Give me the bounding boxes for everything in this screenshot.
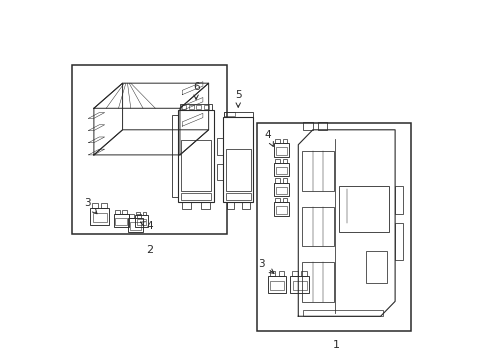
- Text: 5: 5: [234, 90, 241, 107]
- Bar: [204, 105, 209, 109]
- Bar: [273, 163, 288, 176]
- Bar: [282, 179, 286, 183]
- Bar: [201, 202, 210, 210]
- Text: 4: 4: [264, 130, 273, 147]
- Bar: [115, 210, 120, 214]
- Bar: [226, 202, 234, 209]
- Bar: [301, 271, 306, 276]
- Bar: [269, 281, 284, 291]
- Bar: [275, 167, 286, 174]
- Bar: [275, 198, 279, 202]
- Bar: [115, 218, 126, 225]
- Bar: [137, 214, 141, 219]
- Bar: [301, 151, 333, 191]
- Bar: [180, 104, 212, 110]
- Bar: [136, 219, 146, 225]
- Bar: [292, 281, 306, 291]
- Bar: [142, 212, 146, 215]
- Bar: [224, 112, 235, 116]
- Bar: [290, 276, 308, 293]
- Bar: [275, 206, 286, 214]
- Bar: [113, 214, 128, 227]
- Bar: [223, 117, 253, 202]
- Bar: [282, 139, 286, 143]
- Bar: [129, 222, 141, 230]
- Bar: [92, 213, 106, 222]
- Bar: [180, 105, 185, 109]
- Bar: [282, 198, 286, 202]
- Bar: [182, 202, 190, 210]
- Bar: [178, 110, 214, 202]
- Bar: [135, 215, 148, 226]
- Bar: [136, 212, 140, 215]
- Bar: [267, 276, 286, 293]
- Bar: [171, 114, 178, 197]
- Bar: [181, 193, 211, 200]
- Bar: [225, 149, 250, 191]
- Bar: [101, 203, 106, 208]
- Bar: [275, 159, 279, 163]
- Bar: [301, 262, 333, 302]
- Bar: [257, 123, 410, 330]
- Text: 6: 6: [192, 82, 199, 99]
- Bar: [394, 186, 402, 214]
- Bar: [278, 271, 284, 276]
- Bar: [275, 147, 286, 155]
- Bar: [242, 202, 249, 209]
- Text: 2: 2: [145, 244, 153, 255]
- Bar: [303, 310, 382, 316]
- Bar: [181, 140, 211, 191]
- Bar: [338, 186, 388, 232]
- Bar: [90, 208, 109, 225]
- Bar: [122, 210, 126, 214]
- Bar: [196, 105, 201, 109]
- Bar: [292, 271, 297, 276]
- Text: 3: 3: [84, 198, 97, 214]
- Bar: [273, 183, 288, 196]
- Bar: [301, 207, 333, 246]
- Bar: [273, 202, 288, 216]
- Bar: [366, 251, 386, 283]
- Bar: [317, 122, 326, 130]
- Text: 1: 1: [332, 339, 339, 350]
- Bar: [128, 219, 142, 232]
- Bar: [92, 203, 98, 208]
- Bar: [303, 122, 312, 130]
- Text: 4: 4: [140, 221, 152, 230]
- Bar: [188, 105, 193, 109]
- Bar: [225, 193, 250, 200]
- Bar: [129, 214, 134, 219]
- Bar: [275, 139, 279, 143]
- Bar: [394, 223, 402, 260]
- Bar: [275, 179, 279, 183]
- Bar: [72, 65, 226, 234]
- Bar: [269, 271, 275, 276]
- Text: 3: 3: [258, 259, 273, 274]
- Bar: [282, 159, 286, 163]
- Bar: [216, 163, 223, 180]
- Bar: [275, 186, 286, 194]
- Bar: [273, 143, 288, 157]
- Bar: [216, 138, 223, 155]
- Bar: [223, 112, 252, 117]
